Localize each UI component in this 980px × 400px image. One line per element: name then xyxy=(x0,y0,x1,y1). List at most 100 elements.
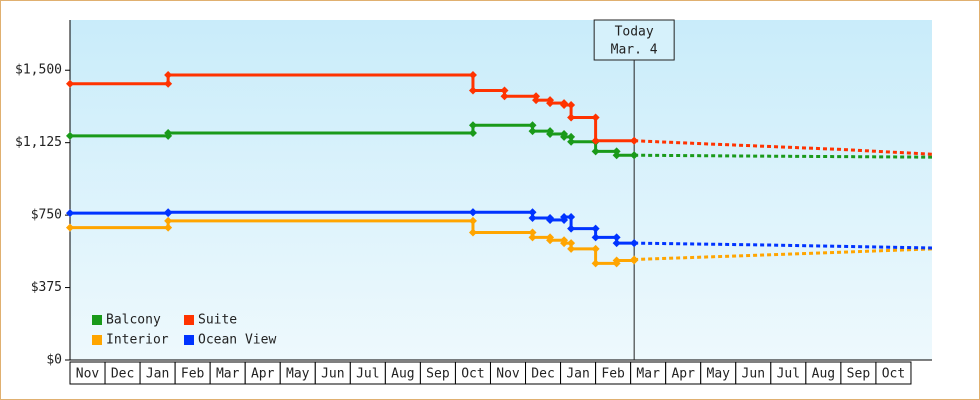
point-marker xyxy=(591,147,600,156)
step-end-marker xyxy=(468,216,477,225)
step-end-marker xyxy=(567,132,576,141)
point-marker xyxy=(164,71,173,80)
point-marker xyxy=(66,79,74,88)
x-tick-label: Dec xyxy=(531,367,554,382)
point-marker xyxy=(567,137,576,146)
point-marker xyxy=(66,209,74,218)
y-tick-label: $375 xyxy=(31,280,62,295)
point-marker xyxy=(567,113,576,122)
step-end-marker xyxy=(567,213,576,222)
x-tick-label: May xyxy=(286,367,310,382)
point-marker xyxy=(66,131,74,140)
x-tick-label: Feb xyxy=(601,367,625,382)
step-end-marker xyxy=(468,129,477,138)
point-marker xyxy=(612,256,621,265)
legend-label: Balcony xyxy=(106,313,161,328)
legend-swatch xyxy=(184,335,194,345)
point-marker xyxy=(164,208,173,217)
point-marker xyxy=(546,236,555,245)
x-tick-label: Sep xyxy=(426,367,450,382)
x-tick-label: Oct xyxy=(882,367,905,382)
y-tick-label: $1,125 xyxy=(15,135,62,150)
step-end-marker xyxy=(528,208,537,217)
point-marker xyxy=(528,214,537,223)
x-tick-label: Jan xyxy=(146,367,169,382)
point-marker xyxy=(560,213,569,222)
x-tick-label: Oct xyxy=(461,367,484,382)
x-tick-label: May xyxy=(707,367,731,382)
point-marker xyxy=(164,216,173,225)
today-label: Today xyxy=(615,25,654,40)
x-tick-label: Dec xyxy=(111,367,134,382)
step-end-marker xyxy=(528,121,537,130)
point-marker xyxy=(560,132,569,141)
step-end-marker xyxy=(591,244,600,253)
point-marker xyxy=(591,233,600,242)
point-marker xyxy=(546,129,555,138)
point-marker xyxy=(546,215,555,224)
today-box xyxy=(593,19,675,61)
point-marker xyxy=(567,224,576,233)
step-end-marker xyxy=(500,86,509,95)
today-label: Mar. 4 xyxy=(611,43,658,58)
series xyxy=(66,216,933,268)
point-marker xyxy=(591,136,600,145)
step-end-marker xyxy=(164,223,173,232)
x-tick-label: Sep xyxy=(847,367,871,382)
point-marker xyxy=(560,101,569,109)
point-marker xyxy=(528,127,537,136)
legend-label: Ocean View xyxy=(198,333,276,348)
x-tick-label: Jul xyxy=(777,367,800,382)
point-marker xyxy=(528,233,537,242)
month-cell xyxy=(875,361,912,385)
forecast-line xyxy=(634,241,933,250)
series xyxy=(66,208,933,250)
legend-label: Interior xyxy=(106,333,169,348)
x-tick-label: Jan xyxy=(566,367,589,382)
point-marker xyxy=(612,239,621,248)
point-marker xyxy=(500,92,509,101)
x-tick-label: Nov xyxy=(76,367,100,382)
x-tick-label: Aug xyxy=(391,367,414,382)
plot-area xyxy=(70,20,932,360)
point-marker xyxy=(468,121,477,130)
y-tick-label: $0 xyxy=(46,353,62,368)
x-tick-label: Feb xyxy=(181,367,205,382)
point-marker xyxy=(468,208,477,217)
x-tick-label: Apr xyxy=(251,367,275,382)
point-marker xyxy=(468,228,477,237)
step-end-marker xyxy=(591,224,600,233)
x-tick-label: Nov xyxy=(496,367,520,382)
x-tick-label: Aug xyxy=(812,367,835,382)
x-tick-label: Mar xyxy=(636,367,660,382)
legend-label: Suite xyxy=(198,313,237,328)
step-end-marker xyxy=(591,113,600,122)
forecast-line xyxy=(634,247,933,262)
x-tick-label: Jun xyxy=(321,367,344,382)
legend-swatch xyxy=(92,315,102,325)
forecast-line xyxy=(634,139,933,156)
point-marker xyxy=(468,86,477,95)
point-marker xyxy=(546,99,555,108)
point-marker xyxy=(164,129,173,138)
point-marker xyxy=(612,151,621,160)
series xyxy=(66,71,933,156)
legend-swatch xyxy=(92,335,102,345)
x-tick-label: Jul xyxy=(356,367,379,382)
x-tick-label: Apr xyxy=(671,367,695,382)
point-marker xyxy=(591,259,600,268)
step-end-marker xyxy=(164,79,173,88)
step-end-marker xyxy=(528,228,537,237)
forecast-line xyxy=(634,153,933,159)
step-end-marker xyxy=(567,101,576,109)
step-end-marker xyxy=(567,239,576,248)
point-marker xyxy=(567,244,576,253)
x-tick-label: Mar xyxy=(216,367,240,382)
point-marker xyxy=(560,239,569,248)
point-marker xyxy=(532,96,541,105)
point-marker xyxy=(66,223,74,232)
legend-swatch xyxy=(184,315,194,325)
y-tick-label: $1,500 xyxy=(15,63,62,78)
y-tick-label: $750 xyxy=(31,208,62,223)
